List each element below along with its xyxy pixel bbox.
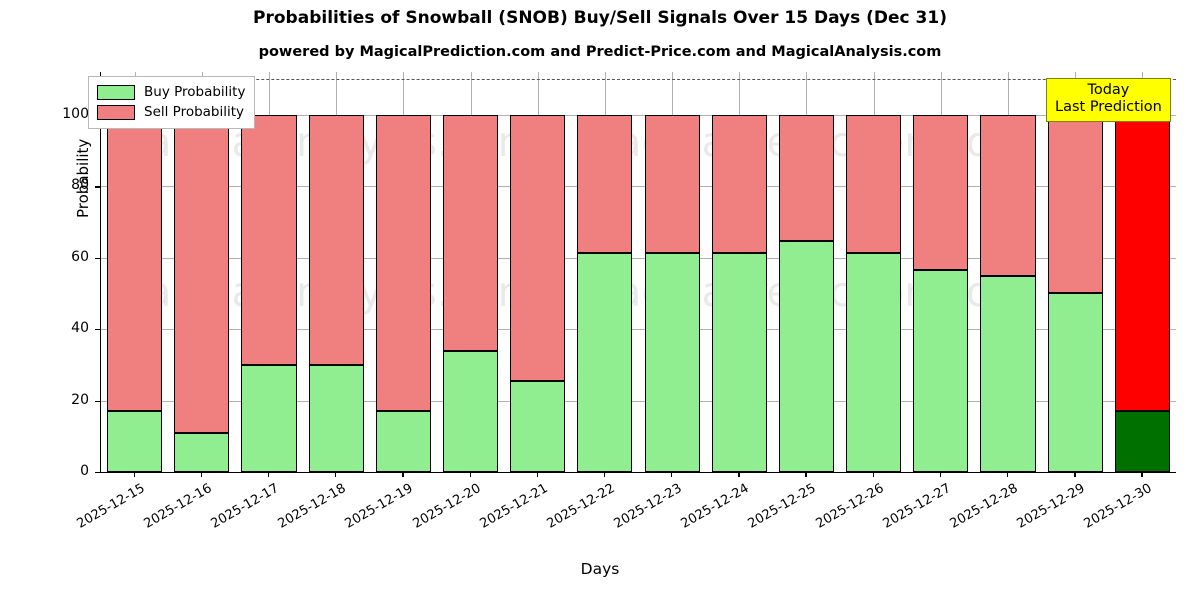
x-tick-mark [469, 472, 471, 477]
y-tick-mark [95, 472, 100, 474]
today-annotation: Today Last Prediction [1046, 78, 1171, 123]
x-tick-mark [603, 472, 606, 477]
legend-label: Buy Probability [144, 84, 246, 100]
bar-segment-buy[interactable] [375, 411, 431, 472]
y-tick-label: 100 [62, 105, 89, 122]
y-tick-mark [95, 400, 100, 402]
x-tick-mark [1074, 472, 1076, 477]
bar-stack[interactable] [778, 72, 835, 472]
bar-stack[interactable] [375, 72, 431, 472]
bar-segment-sell[interactable] [308, 114, 364, 365]
bar-segment-buy[interactable] [913, 270, 969, 472]
bar-segment-sell[interactable] [577, 114, 633, 254]
legend-swatch [97, 104, 135, 120]
bar-stack[interactable] [174, 72, 230, 472]
bar-segment-sell[interactable] [1047, 114, 1103, 294]
gridline-horizontal [101, 257, 1176, 259]
bar-stack[interactable] [577, 72, 633, 472]
y-tick-mark [95, 329, 100, 331]
legend-swatch [97, 84, 135, 100]
bar-segment-sell[interactable] [174, 114, 230, 434]
bar-segment-buy[interactable] [778, 240, 835, 472]
x-tick-mark [671, 472, 673, 477]
x-axis-label: Days [580, 560, 620, 578]
y-tick-label: 0 [80, 463, 89, 479]
gridline-horizontal [101, 329, 1176, 331]
y-tick-label: 60 [71, 248, 89, 265]
legend-item[interactable]: Buy Probability [97, 82, 245, 102]
bar-stack[interactable] [442, 72, 499, 472]
bar-segment-buy[interactable] [241, 364, 297, 472]
y-tick-label: 80 [71, 177, 89, 194]
bar-stack[interactable] [711, 72, 767, 472]
bar-stack[interactable] [510, 72, 566, 472]
bar-stack[interactable] [241, 72, 297, 472]
gridline-horizontal [101, 186, 1176, 188]
y-tick-label: 20 [71, 391, 89, 408]
x-tick-mark [536, 472, 539, 477]
plot-area: MagicalAnalysis.comMagicaPrediction.comM… [74, 72, 1176, 473]
bar-stack[interactable] [1047, 72, 1103, 472]
bar-segment-sell[interactable] [241, 114, 297, 365]
x-tick-mark [738, 472, 740, 477]
bar-segment-sell[interactable] [510, 114, 566, 381]
y-tick-label: 40 [71, 320, 89, 337]
today-annotation-line1: Today [1087, 82, 1130, 98]
legend-label: Sell Probability [144, 104, 245, 120]
bar-segment-buy[interactable] [1047, 293, 1103, 472]
bar-segment-sell[interactable] [107, 114, 163, 412]
bar-segment-buy[interactable] [510, 380, 566, 472]
x-tick-mark [200, 472, 203, 477]
bar-segment-buy[interactable] [577, 253, 633, 472]
bar-segment-buy[interactable] [1114, 410, 1170, 472]
bar-stack[interactable] [913, 72, 969, 472]
x-tick-mark [872, 472, 874, 477]
x-tick-mark [267, 472, 270, 477]
bar-segment-sell[interactable] [375, 114, 431, 412]
y-tick-mark [95, 186, 100, 188]
chart-title: Probabilities of Snowball (SNOB) Buy/Sel… [253, 8, 947, 28]
x-tick-mark [805, 472, 807, 477]
x-tick-mark [402, 472, 404, 477]
bar-segment-buy[interactable] [644, 253, 700, 472]
bar-stack[interactable] [644, 72, 700, 472]
legend-item[interactable]: Sell Probability [97, 102, 245, 122]
y-tick-mark [95, 257, 100, 259]
dashed-reference-line [101, 79, 1176, 81]
bar-stack[interactable] [107, 72, 163, 472]
bar-stack[interactable] [308, 72, 364, 472]
bar-segment-buy[interactable] [711, 253, 767, 472]
bar-segment-sell[interactable] [442, 114, 499, 352]
bar-stack[interactable] [980, 72, 1036, 472]
chart-legend: Buy Probability Sell Probability [88, 76, 256, 129]
bar-segment-sell[interactable] [644, 114, 700, 254]
bar-segment-buy[interactable] [174, 433, 230, 472]
bar-segment-sell[interactable] [711, 114, 767, 254]
bar-stack[interactable] [846, 72, 902, 472]
today-annotation-line2: Last Prediction [1055, 99, 1162, 116]
x-tick-mark [939, 472, 942, 477]
bar-segment-sell[interactable] [913, 114, 969, 271]
bar-segment-buy[interactable] [442, 351, 499, 472]
gridline-horizontal [101, 114, 1176, 116]
chart-subtitle: powered by MagicalPrediction.com and Pre… [258, 44, 942, 60]
bar-segment-sell[interactable] [846, 114, 902, 254]
bar-segment-buy[interactable] [980, 276, 1036, 472]
bar-segment-buy[interactable] [107, 411, 163, 472]
x-tick-mark [335, 472, 337, 477]
x-tick-mark [1007, 472, 1009, 477]
bar-segment-buy[interactable] [308, 364, 364, 472]
bar-segment-buy[interactable] [846, 253, 902, 472]
reference-line-layer [101, 72, 1176, 472]
gridline-horizontal [101, 400, 1176, 402]
x-tick-mark [1141, 472, 1143, 477]
x-tick-mark [133, 472, 135, 477]
bar-segment-sell[interactable] [778, 114, 835, 241]
bar-stack[interactable] [1114, 72, 1170, 472]
bar-segment-sell[interactable] [1114, 114, 1170, 411]
bars-layer [101, 72, 1176, 472]
bar-segment-sell[interactable] [980, 114, 1036, 277]
